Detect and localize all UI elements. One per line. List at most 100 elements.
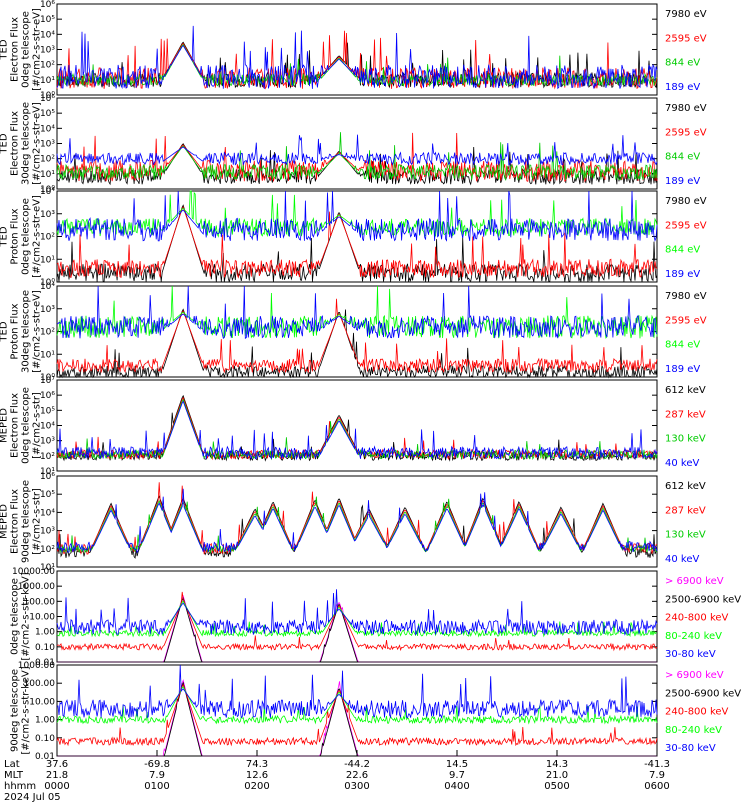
y-tick-label: 10⁷ (40, 376, 55, 386)
y-axis-label: MEPEDElectron Flux90deg telescope[#/cm2-… (0, 480, 43, 563)
series-trace (56, 308, 658, 379)
series-trace (56, 298, 658, 374)
y-tick-label: 10² (40, 545, 55, 555)
legend-entry: 844 eV (665, 340, 700, 351)
series-trace (56, 482, 658, 555)
x-tick-mlt: 21.0 (546, 770, 568, 781)
y-axis-label: TEDProton Flux30deg telescope[#/cm2-s-st… (0, 290, 43, 373)
legend-entry: 130 keV (665, 530, 706, 541)
y-axis-label-line: MEPED (0, 408, 10, 443)
y-axis-label-line: 30deg telescope (21, 290, 32, 373)
chart-panel-7: 0.01 0.10 1.00 10.00 100.00 1000.00 10000.000d… (10, 567, 742, 668)
legend-entry: 30-80 keV (665, 649, 716, 660)
y-axis-label-line: MEPED (0, 504, 10, 539)
y-tick-label: 10⁰ (40, 91, 55, 101)
y-axis-label: 90deg telescope[#/cm2-s-str-keV] (10, 666, 32, 754)
legend-entry: 844 eV (665, 245, 700, 256)
legend-entry: 612 keV (665, 481, 706, 492)
y-tick-label: 10.00 (29, 697, 55, 707)
x-tick-mlt: 12.6 (246, 770, 268, 781)
y-axis-label-line: [#/cm2-s-str-keV] (21, 666, 32, 754)
legend-entry: 240-800 keV (665, 613, 729, 624)
x-tick-lat: 37.6 (46, 759, 68, 770)
y-axis-label-line: 0deg telescope (21, 198, 32, 275)
y-tick-label: 10² (40, 328, 55, 338)
y-axis-label-line: [#/cm2-s-str-eV] (32, 195, 43, 278)
x-tick-mlt: 21.8 (46, 770, 68, 781)
legend-entry: 80-240 keV (665, 631, 722, 642)
y-tick-label: 10¹ (40, 255, 55, 265)
y-axis-label-line: Proton Flux (10, 208, 21, 264)
y-tick-label: 1000.00 (18, 582, 55, 592)
y-tick-label: 10² (40, 155, 55, 165)
y-tick-label: 10¹ (40, 467, 55, 477)
y-tick-label: 10³ (40, 46, 55, 56)
y-axis-label-line: 0deg telescope (21, 11, 32, 88)
legend-entry: > 6900 keV (665, 670, 724, 681)
plot-frame (56, 475, 658, 568)
series-trace (57, 681, 657, 757)
x-tick-mlt: 9.7 (449, 770, 465, 781)
y-tick-label: 10000.00 (12, 567, 55, 577)
series-trace (56, 43, 658, 88)
y-axis-label-line: Proton Flux (10, 303, 21, 359)
y-tick-label: 10⁴ (40, 187, 55, 197)
y-axis-label-line: [#/cm2-s-str] (32, 488, 43, 555)
series-trace (56, 488, 658, 554)
x-tick-lat: 14.3 (546, 759, 568, 770)
y-tick-label: 10³ (40, 305, 55, 315)
legend-entry: 7980 eV (665, 103, 707, 114)
x-tick-mlt: 7.9 (649, 770, 665, 781)
legend-entry: > 6900 keV (665, 576, 724, 587)
y-axis-label-line: 0deg telescope (10, 578, 21, 655)
y-axis-label-line: Electron Flux (10, 17, 21, 82)
legend-entry: 189 eV (665, 176, 700, 187)
y-axis-label-line: [#/cm2-s-str-eV] (32, 290, 43, 373)
plot-frame (56, 570, 658, 663)
row-label-lat: Lat (4, 759, 20, 770)
series-trace (56, 25, 658, 90)
legend-entry: 2595 eV (665, 33, 707, 44)
y-tick-label: 10² (40, 233, 55, 243)
legend-entry: 80-240 keV (665, 725, 722, 736)
y-axis-label-line: TED (0, 133, 10, 154)
y-axis-label-line: TED (0, 39, 10, 60)
y-axis-label-line: Electron Flux (10, 489, 21, 554)
legend-entry: 844 eV (665, 58, 700, 69)
y-axis-label-line: [#/cm2-s-str-eV] (32, 8, 43, 91)
y-tick-label: 10⁵ (40, 15, 55, 25)
y-tick-label: 1000.00 (18, 661, 55, 671)
y-tick-label: 10³ (40, 140, 55, 150)
legend-entry: 189 eV (665, 82, 700, 93)
y-tick-label: 0.10 (35, 734, 55, 744)
x-tick-mlt: 22.6 (346, 770, 368, 781)
y-tick-label: 10¹ (40, 76, 55, 86)
x-tick-lat: 74.3 (246, 759, 268, 770)
date-label: 2024 Jul 05 (4, 792, 61, 803)
y-tick-label: 10⁴ (40, 30, 55, 40)
x-tick-hhmm: 0300 (344, 781, 369, 792)
series-trace (56, 132, 658, 182)
x-tick-mlt: 7.9 (149, 770, 165, 781)
legend-entry: 189 eV (665, 364, 700, 375)
y-tick-label: 10⁰ (40, 278, 55, 288)
y-tick-label: 0.01 (35, 658, 55, 668)
y-axis-label-line: Electron Flux (10, 111, 21, 176)
x-tick-hhmm: 0000 (44, 781, 69, 792)
y-axis-label: MEPEDElectron Flux0deg telescope[#/cm2-s… (0, 387, 43, 464)
series-trace (56, 132, 658, 183)
legend-entry: 2595 eV (665, 220, 707, 231)
y-tick-label: 10⁶ (40, 472, 55, 482)
y-tick-label: 10⁶ (40, 391, 55, 401)
y-tick-label: 10.00 (29, 613, 55, 623)
y-axis-label-line: [#/cm2-s-str-eV] (32, 102, 43, 185)
y-tick-label: 10⁰ (40, 185, 55, 195)
x-tick-lat: -44.2 (344, 759, 370, 770)
series-trace (56, 400, 658, 461)
legend-entry: 189 eV (665, 269, 700, 280)
y-tick-label: 10⁵ (40, 109, 55, 119)
y-axis-label-line: Electron Flux (10, 393, 21, 458)
